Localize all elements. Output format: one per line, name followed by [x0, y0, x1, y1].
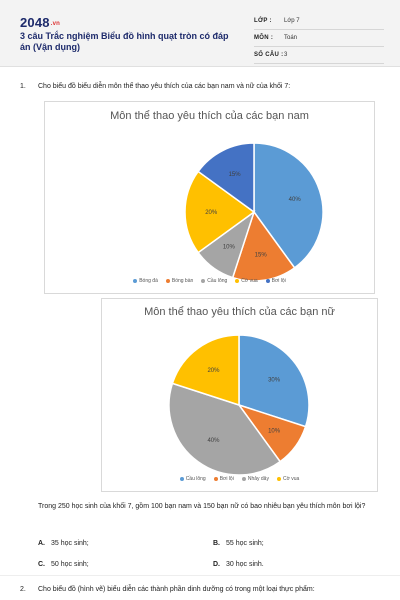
question-1-stem: Trong 250 học sinh của khối 7, gồm 100 b… — [38, 503, 366, 510]
meta-row-count: SỐ CÂU : 3 — [254, 49, 384, 64]
legend-swatch — [165, 278, 170, 283]
pie-slice-2 — [231, 210, 296, 282]
page-header: 2048.vn 3 câu Trắc nghiệm Biểu đồ hình q… — [0, 0, 400, 67]
legend-label: Bóng bàn — [171, 278, 194, 284]
pie-slice-5 — [197, 142, 255, 214]
pie-chart-svg: 40% 15% 10% 20% 15% — [184, 142, 324, 282]
document-title: 3 câu Trắc nghiệm Biểu đồ hình quạt tròn… — [20, 31, 229, 52]
legend-label: Cầu lông — [185, 476, 206, 482]
legend-item: Cầu lông — [179, 476, 206, 482]
option-letter: A. — [38, 540, 45, 547]
option-b[interactable]: B. 55 học sinh; — [213, 540, 264, 547]
legend-swatch — [235, 278, 240, 283]
chart-title: Môn thể thao yêu thích của các bạn nữ — [144, 306, 335, 318]
legend-label: Bơi lội — [219, 476, 234, 482]
chart-legend: Cầu lông Bơi lội Nhảy dây Cờ vua — [102, 476, 377, 482]
legend-label: Nhảy dây — [247, 476, 269, 482]
legend-label: Cầu lông — [207, 278, 228, 284]
option-text: 30 học sinh. — [226, 561, 264, 568]
pie-slice-label: 15% — [255, 252, 268, 258]
option-text: 55 học sinh; — [226, 540, 264, 547]
legend-swatch — [201, 278, 206, 283]
legend-label: Bóng đá — [139, 278, 158, 284]
legend-item: Cờ vua — [276, 476, 300, 482]
legend-swatch — [276, 476, 281, 481]
legend-swatch — [133, 278, 138, 283]
pie-slice-label: 15% — [229, 172, 242, 178]
legend-swatch — [213, 476, 218, 481]
question-2-number: 2. — [20, 586, 26, 593]
option-c[interactable]: C. 50 học sinh; — [38, 561, 89, 568]
option-letter: C. — [38, 561, 45, 568]
pie-chart-boys: Môn thể thao yêu thích của các bạn nam 4… — [44, 101, 375, 294]
meta-value: Toán — [284, 35, 298, 41]
pie-slice-label: 10% — [268, 429, 281, 435]
pie-slice-label: 40% — [207, 438, 220, 444]
pie-chart-svg: 30% 10% 40% 20% — [168, 334, 310, 476]
option-a[interactable]: A. 35 học sinh; — [38, 540, 89, 547]
option-text: 35 học sinh; — [51, 540, 89, 547]
meta-label: MÔN : — [254, 35, 274, 41]
question-2-text: Cho biểu đồ (hình vẽ) biểu diễn các thàn… — [38, 586, 315, 593]
pie-slice-4 — [184, 170, 256, 254]
pie-slice-1 — [253, 142, 324, 269]
legend-label: Cờ vua — [282, 476, 300, 482]
legend-item: Bóng đá — [133, 278, 158, 284]
question-1-number: 1. — [20, 83, 26, 90]
option-letter: B. — [213, 540, 220, 547]
question-1-text: Cho biểu đồ biểu diễn môn thể thao yêu t… — [38, 83, 291, 90]
logo-text: 2048 — [20, 15, 50, 30]
meta-value: Lớp 7 — [284, 18, 300, 24]
legend-label: Bơi lội — [271, 278, 286, 284]
option-d[interactable]: D. 30 học sinh. — [213, 561, 264, 568]
pie-slice-4 — [171, 334, 240, 407]
meta-label: SỐ CÂU : — [254, 52, 284, 58]
legend-item: Nhảy dây — [241, 476, 269, 482]
meta-table: LỚP : Lớp 7 MÔN : Toán SỐ CÂU : 3 — [254, 15, 384, 66]
legend-swatch — [265, 278, 270, 283]
legend-item: Cầu lông — [201, 278, 227, 284]
option-text: 50 học sinh; — [51, 561, 89, 568]
legend-swatch — [179, 476, 184, 481]
pie-slice-label: 30% — [268, 377, 281, 383]
pie-slice-label: 10% — [223, 245, 236, 251]
chart-legend: Bóng đá Bóng bàn Cầu lông Cờ vua Bơi lội — [45, 278, 374, 284]
meta-value: 3 — [284, 52, 288, 58]
pie-slice-label: 40% — [289, 197, 302, 203]
legend-item: Bơi lội — [265, 278, 286, 284]
legend-label: Cờ vua — [241, 278, 258, 284]
chart-title: Môn thể thao yêu thích của các bạn nam — [110, 110, 309, 122]
legend-item: Cờ vua — [235, 278, 258, 284]
meta-label: LỚP : — [254, 18, 272, 24]
pie-slice-3 — [168, 382, 282, 476]
meta-row-class: LỚP : Lớp 7 — [254, 15, 384, 30]
pie-slice-label: 20% — [207, 368, 220, 374]
pie-slice-label: 20% — [205, 210, 218, 216]
meta-row-subject: MÔN : Toán — [254, 32, 384, 47]
site-logo[interactable]: 2048.vn — [20, 15, 60, 30]
legend-item: Bơi lội — [213, 476, 234, 482]
option-letter: D. — [213, 561, 220, 568]
legend-item: Bóng bàn — [165, 278, 194, 284]
question-divider — [0, 575, 400, 576]
pie-chart-girls: Môn thể thao yêu thích của các bạn nữ 30… — [101, 298, 378, 492]
logo-suffix: .vn — [50, 20, 61, 27]
pie-slice-1 — [238, 334, 310, 428]
legend-swatch — [241, 476, 246, 481]
